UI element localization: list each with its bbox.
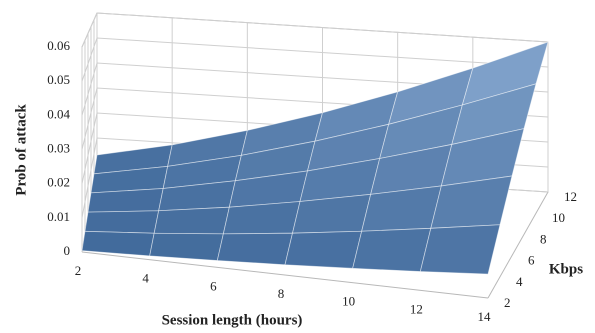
x-tick-label: 6 <box>210 278 217 293</box>
surface-cell <box>149 232 224 261</box>
z-tick-label: 0.02 <box>47 175 70 190</box>
surface-cell <box>153 206 230 235</box>
z-tick-label: 0.06 <box>47 38 70 53</box>
x-tick-label: 10 <box>342 294 355 309</box>
surface-cell <box>419 224 501 275</box>
y-tick-label: 4 <box>516 274 523 289</box>
surface-cell <box>87 188 164 213</box>
surface-cell <box>84 210 160 234</box>
z-tick-label: 0.05 <box>47 72 70 87</box>
x-tick-label: 4 <box>142 271 149 286</box>
z-tick-label: 0.03 <box>47 140 70 155</box>
x-axis-title: Session length (hours) <box>162 312 303 328</box>
x-tick-label: 8 <box>278 286 285 301</box>
y-axis-title: Kbps <box>549 261 583 277</box>
surface-cell <box>81 230 155 257</box>
floor-edge <box>487 191 549 299</box>
y-tick-label: 10 <box>552 210 565 225</box>
z-tick-label: 0.04 <box>47 106 70 121</box>
z-tick-label: 0 <box>64 243 71 258</box>
y-tick-label: 6 <box>528 253 535 268</box>
y-tick-label: 8 <box>540 231 547 246</box>
surface-cell <box>216 232 294 266</box>
y-tick-label: 12 <box>564 189 577 204</box>
z-tick-label: 0.01 <box>47 209 70 224</box>
y-tick-label: 2 <box>504 295 511 310</box>
z-axis-title: Prob of attack <box>13 104 29 196</box>
surface-cell <box>222 201 301 235</box>
surface-cell <box>352 227 432 272</box>
x-tick-label: 2 <box>75 263 82 278</box>
floor-edge <box>81 251 489 299</box>
x-tick-label: 12 <box>410 301 423 316</box>
surface-cell <box>284 230 363 269</box>
x-tick-label: 14 <box>478 309 492 324</box>
